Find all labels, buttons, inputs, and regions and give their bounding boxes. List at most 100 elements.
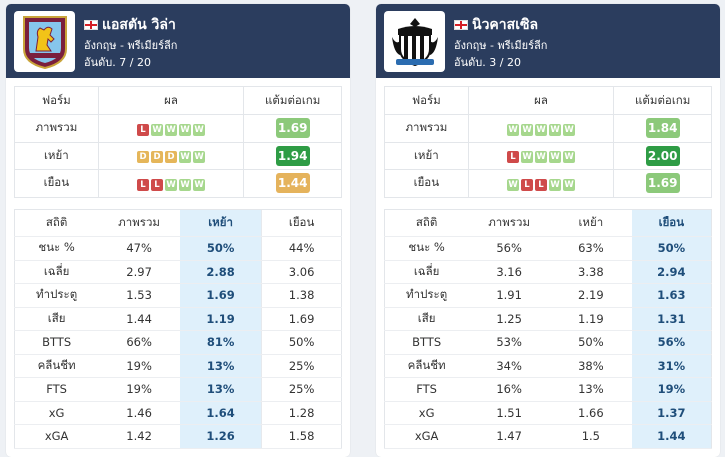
result-pill[interactable]: D bbox=[165, 151, 178, 164]
stat-value: 53% bbox=[468, 330, 550, 355]
result-pill[interactable]: W bbox=[549, 178, 562, 191]
stat-value: 1.64 bbox=[179, 401, 262, 425]
team-name-text: แอสตัน วิล่า bbox=[102, 17, 176, 33]
stat-label: ชนะ % bbox=[384, 236, 469, 261]
stat-value: 1.66 bbox=[549, 401, 632, 425]
team-name-text: นิวคาสเซิล bbox=[472, 17, 539, 33]
form-header-row: ฟอร์ม ผล แต้มต่อเกม bbox=[384, 86, 712, 115]
team-logo[interactable] bbox=[384, 11, 445, 72]
result-pill[interactable]: W bbox=[151, 123, 164, 136]
stat-label: เฉลี่ย bbox=[14, 260, 99, 284]
stat-value: 19% bbox=[98, 354, 180, 378]
league-label[interactable]: อังกฤษ - พรีเมียร์ลีก bbox=[454, 39, 548, 52]
result-pill[interactable]: W bbox=[165, 178, 178, 191]
result-pill[interactable]: W bbox=[193, 178, 206, 191]
result-pill[interactable]: L bbox=[137, 123, 150, 136]
stats-row: FTS 16% 13% 19% bbox=[384, 377, 712, 402]
stats-row: ชนะ % 56% 63% 50% bbox=[384, 236, 712, 261]
form-header-results: ผล bbox=[97, 86, 245, 115]
result-pill[interactable]: D bbox=[151, 151, 164, 164]
result-pill[interactable]: W bbox=[507, 178, 520, 191]
result-pill[interactable]: D bbox=[137, 151, 150, 164]
team-name[interactable]: แอสตัน วิล่า bbox=[84, 14, 176, 36]
stats-row: เฉลี่ย 3.16 3.38 2.94 bbox=[384, 260, 712, 284]
stats-row: เสีย 1.44 1.19 1.69 bbox=[14, 307, 342, 331]
aston-villa-crest-icon bbox=[22, 15, 67, 69]
result-pill[interactable]: L bbox=[137, 178, 150, 191]
result-pill[interactable]: W bbox=[563, 178, 576, 191]
stat-value: 1.44 bbox=[98, 307, 180, 331]
result-pill[interactable]: L bbox=[521, 178, 534, 191]
stat-value: 1.28 bbox=[261, 401, 342, 425]
stat-value: 1.51 bbox=[468, 401, 550, 425]
stat-label: เสีย bbox=[14, 307, 99, 331]
result-pill[interactable]: W bbox=[563, 123, 576, 136]
stats-row: BTTS 53% 50% 56% bbox=[384, 330, 712, 355]
result-pill[interactable]: W bbox=[165, 123, 178, 136]
result-pill[interactable]: W bbox=[549, 123, 562, 136]
england-flag-icon bbox=[454, 20, 468, 30]
result-pill[interactable]: L bbox=[535, 178, 548, 191]
stat-label: ทำประตู bbox=[384, 283, 469, 308]
stats-header: ภาพรวม bbox=[98, 209, 180, 237]
stat-value: 1.19 bbox=[179, 307, 262, 331]
stat-value: 25% bbox=[261, 354, 342, 378]
stat-value: 1.25 bbox=[468, 307, 550, 331]
result-pill[interactable]: W bbox=[179, 178, 192, 191]
stat-value: 1.42 bbox=[98, 424, 180, 449]
stat-value: 56% bbox=[631, 330, 712, 355]
result-pill[interactable]: W bbox=[179, 123, 192, 136]
stats-header: เหย้า bbox=[179, 209, 262, 237]
stats-row: เสีย 1.25 1.19 1.31 bbox=[384, 307, 712, 331]
result-pill[interactable]: W bbox=[179, 151, 192, 164]
stat-label: xG bbox=[14, 401, 99, 425]
stat-label: FTS bbox=[384, 377, 469, 402]
result-pill[interactable]: W bbox=[549, 151, 562, 164]
result-pill[interactable]: L bbox=[151, 178, 164, 191]
newcastle-crest-icon bbox=[391, 17, 438, 66]
result-pill[interactable]: W bbox=[563, 151, 576, 164]
result-pill[interactable]: W bbox=[193, 123, 206, 136]
ppg-cell: 1.44 bbox=[243, 169, 342, 198]
result-pill[interactable]: W bbox=[535, 151, 548, 164]
stat-value: 50% bbox=[261, 330, 342, 355]
stat-value: 13% bbox=[179, 354, 262, 378]
result-pill[interactable]: W bbox=[521, 151, 534, 164]
result-pill[interactable]: W bbox=[193, 151, 206, 164]
stat-value: 16% bbox=[468, 377, 550, 402]
stat-label: BTTS bbox=[384, 330, 469, 355]
stat-value: 63% bbox=[549, 236, 632, 261]
stats-row: ทำประตู 1.91 2.19 1.63 bbox=[384, 283, 712, 308]
result-pill[interactable]: W bbox=[521, 123, 534, 136]
ppg-cell: 1.84 bbox=[613, 114, 712, 143]
stats-header: เยือน bbox=[631, 209, 712, 237]
league-label[interactable]: อังกฤษ - พรีเมียร์ลีก bbox=[84, 39, 178, 52]
stat-label: เสีย bbox=[384, 307, 469, 331]
result-pill[interactable]: W bbox=[507, 123, 520, 136]
stat-value: 13% bbox=[549, 377, 632, 402]
form-header-row: ฟอร์ม ผล แต้มต่อเกม bbox=[14, 86, 342, 115]
team-logo[interactable] bbox=[14, 11, 75, 72]
team-header: แอสตัน วิล่า อังกฤษ - พรีเมียร์ลีก อันดั… bbox=[6, 4, 350, 78]
team-name[interactable]: นิวคาสเซิล bbox=[454, 14, 538, 36]
stat-value: 1.53 bbox=[98, 283, 180, 308]
team-header: นิวคาสเซิล อังกฤษ - พรีเมียร์ลีก อันดับ.… bbox=[376, 4, 720, 78]
result-pill[interactable]: L bbox=[507, 151, 520, 164]
stat-value: 50% bbox=[549, 330, 632, 355]
stat-value: 31% bbox=[631, 354, 712, 378]
stats-row: FTS 19% 13% 25% bbox=[14, 377, 342, 402]
form-row-label: เยือน bbox=[384, 169, 469, 198]
stats-row: xGA 1.42 1.26 1.58 bbox=[14, 424, 342, 449]
stat-label: คลีนชีท bbox=[14, 354, 99, 378]
stat-label: ทำประตู bbox=[14, 283, 99, 308]
stat-label: xGA bbox=[384, 424, 469, 449]
stat-label: xG bbox=[384, 401, 469, 425]
result-pill[interactable]: W bbox=[535, 123, 548, 136]
stats-row: เฉลี่ย 2.97 2.88 3.06 bbox=[14, 260, 342, 284]
